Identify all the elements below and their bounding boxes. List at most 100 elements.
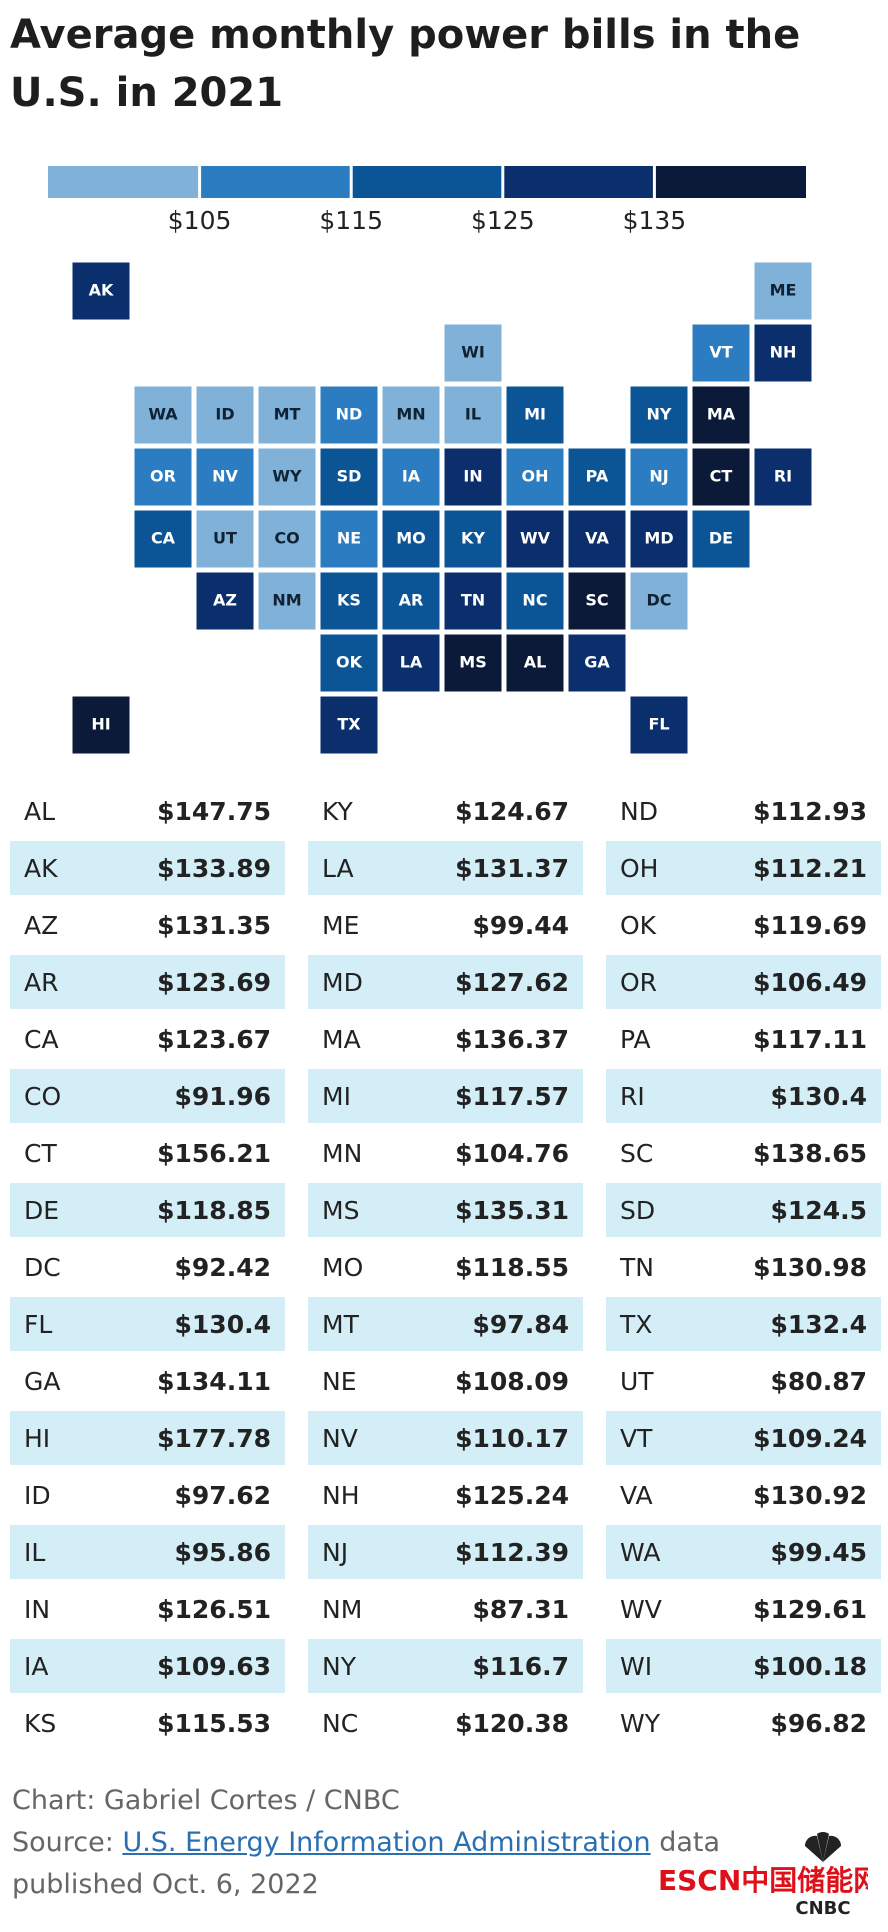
state-tile-label: WV xyxy=(520,529,551,548)
table-row: NY $116.7 xyxy=(308,1639,583,1693)
state-tile-label: PA xyxy=(586,467,609,486)
state-name: UT xyxy=(620,1366,654,1396)
legend-swatch xyxy=(199,166,352,198)
state-value: $147.75 xyxy=(157,796,271,826)
state-tile-label: VT xyxy=(709,343,732,362)
state-tile xyxy=(443,323,503,383)
state-name: IL xyxy=(24,1537,46,1567)
state-name: AK xyxy=(24,853,58,883)
state-name: MN xyxy=(322,1138,363,1168)
table-row: CO $91.96 xyxy=(10,1069,285,1123)
state-tile xyxy=(443,509,503,569)
title: Average monthly power bills in the U.S. … xyxy=(10,12,801,116)
state-tile xyxy=(71,695,131,755)
state-value: $129.61 xyxy=(753,1594,867,1624)
state-tile xyxy=(257,509,317,569)
table-row: MD $127.62 xyxy=(308,955,583,1009)
state-name: IA xyxy=(24,1651,49,1681)
state-value: $133.89 xyxy=(157,853,271,883)
state-name: SD xyxy=(620,1195,656,1225)
state-value: $177.78 xyxy=(157,1423,271,1453)
table-row: KS $115.53 xyxy=(10,1696,285,1750)
state-tile-label: AK xyxy=(89,281,114,300)
logo-text: CNBC xyxy=(795,1898,850,1919)
state-tile-label: MA xyxy=(707,405,736,424)
state-tile xyxy=(71,261,131,321)
state-tile-label: ME xyxy=(770,281,797,300)
state-value: $99.44 xyxy=(472,910,569,940)
state-tile xyxy=(567,509,627,569)
state-tile xyxy=(629,509,689,569)
state-value: $118.55 xyxy=(455,1252,569,1282)
state-value: $92.42 xyxy=(174,1252,271,1282)
state-value: $156.21 xyxy=(157,1138,271,1168)
state-tile xyxy=(133,385,193,445)
source-suffix: data published Oct. 6, 2022 xyxy=(12,1827,721,1900)
watermark: ESCN中国储能网 xyxy=(658,1864,868,1897)
state-tile xyxy=(195,571,255,631)
state-tile-label: CT xyxy=(710,467,733,486)
table-row: AR $123.69 xyxy=(10,955,285,1009)
state-value: $99.45 xyxy=(770,1537,867,1567)
credit: Chart: Gabriel Cortes / CNBC xyxy=(12,1785,400,1816)
state-tile-label: ND xyxy=(336,405,363,424)
state-value: $136.37 xyxy=(455,1024,569,1054)
state-value: $91.96 xyxy=(174,1081,271,1111)
state-tile xyxy=(505,633,565,693)
state-tile-label: NM xyxy=(272,591,301,610)
state-value: $123.69 xyxy=(157,967,271,997)
state-name: WA xyxy=(620,1537,661,1567)
state-tile xyxy=(629,571,689,631)
state-tile xyxy=(443,571,503,631)
table-row: WI $100.18 xyxy=(606,1639,881,1693)
state-value: $87.31 xyxy=(472,1594,569,1624)
table-row: WY $96.82 xyxy=(606,1696,881,1750)
state-tile-label: CO xyxy=(274,529,299,548)
state-tile xyxy=(753,261,813,321)
source-link[interactable]: U.S. Energy Information Administration xyxy=(122,1827,651,1858)
state-tile-label: KY xyxy=(461,529,485,548)
legend-tick-label: $115 xyxy=(319,206,383,235)
state-value: $131.35 xyxy=(157,910,271,940)
state-tile xyxy=(195,509,255,569)
state-tile xyxy=(753,447,813,507)
state-value: $97.62 xyxy=(174,1480,271,1510)
state-name: WV xyxy=(620,1594,662,1624)
state-name: DC xyxy=(24,1252,61,1282)
table-row: ID $97.62 xyxy=(10,1468,285,1522)
table-row: AK $133.89 xyxy=(10,841,285,895)
state-tile-label: WY xyxy=(272,467,302,486)
state-tile xyxy=(319,633,379,693)
state-tile xyxy=(381,447,441,507)
state-name: PA xyxy=(620,1024,651,1054)
state-tile xyxy=(443,633,503,693)
state-tile-label: RI xyxy=(774,467,792,486)
state-name: NM xyxy=(322,1594,363,1624)
state-name: ID xyxy=(24,1480,51,1510)
table-row: RI $130.4 xyxy=(606,1069,881,1123)
state-tile xyxy=(629,695,689,755)
state-tile-label: NC xyxy=(522,591,547,610)
table-row: IA $109.63 xyxy=(10,1639,285,1693)
table-row: CA $123.67 xyxy=(10,1012,285,1066)
state-name: NY xyxy=(322,1651,356,1681)
table-row: IN $126.51 xyxy=(10,1582,285,1636)
state-tile-label: GA xyxy=(584,653,610,672)
state-name: MD xyxy=(322,967,363,997)
state-tile-label: CA xyxy=(151,529,176,548)
state-value: $132.4 xyxy=(770,1309,867,1339)
table-row: FL $130.4 xyxy=(10,1297,285,1351)
source-prefix: Source: xyxy=(12,1827,114,1858)
state-tile-label: NY xyxy=(647,405,672,424)
table-row: VA $130.92 xyxy=(606,1468,881,1522)
state-tile xyxy=(505,509,565,569)
state-name: MS xyxy=(322,1195,360,1225)
state-value: $130.92 xyxy=(753,1480,867,1510)
table-row: NJ $112.39 xyxy=(308,1525,583,1579)
logo: ESCN中国储能网 CNBC xyxy=(658,1832,868,1919)
table-row: MS $135.31 xyxy=(308,1183,583,1237)
state-value: $96.82 xyxy=(770,1708,867,1738)
state-value: $124.5 xyxy=(770,1195,867,1225)
state-value: $119.69 xyxy=(753,910,867,940)
